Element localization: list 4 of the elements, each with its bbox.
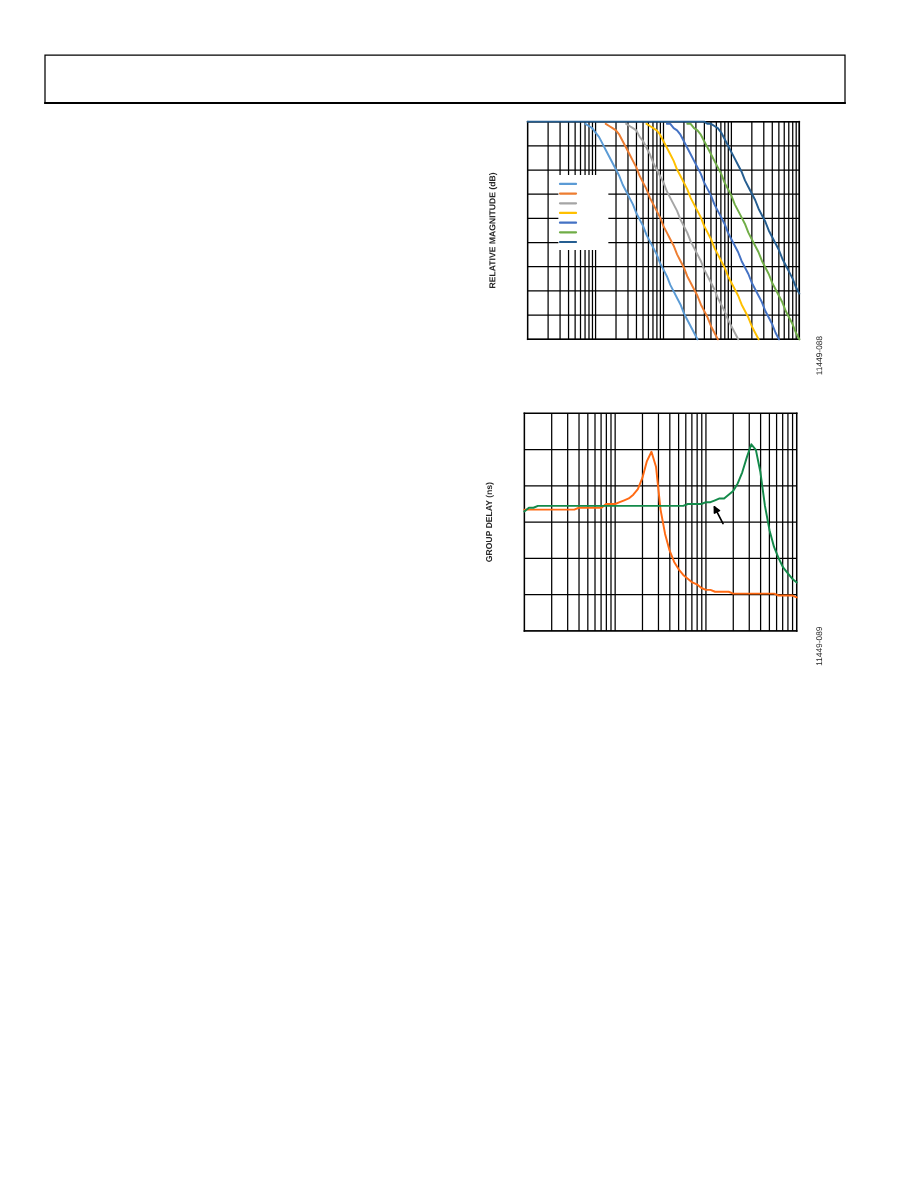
text: 11449-088 (816, 336, 823, 375)
y-axis-title: GROUP DELAY (ns) (485, 482, 494, 562)
y-axis-title: RELATIVE MAGNITUDE (dB) (489, 172, 498, 288)
text: 11449-089 (816, 626, 823, 666)
